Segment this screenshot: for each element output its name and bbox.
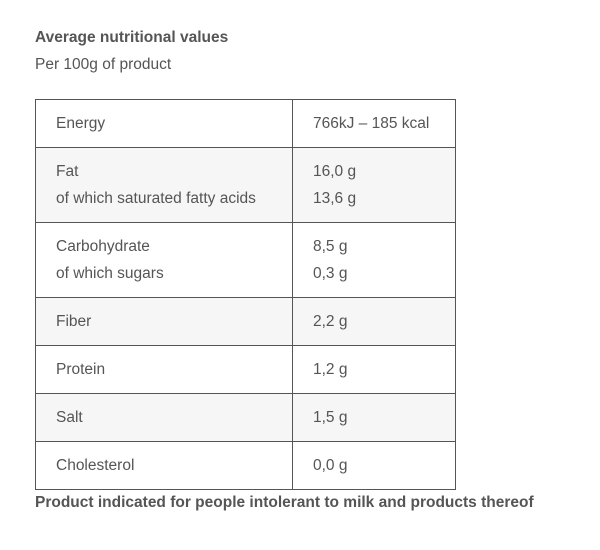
nutrient-value-cell: 1,2 g [292,345,456,394]
nutrient-value: 8,5 g [313,238,348,255]
nutrient-label: Salt [56,409,83,426]
nutrient-value: 766kJ – 185 kcal [313,115,430,132]
nutrient-value-cell: 1,5 g [292,393,456,442]
nutrient-label-cell: Protein [35,345,293,394]
nutrition-subheading: Per 100g of product [35,56,172,73]
nutrient-label-cell: Carbohydrate of which sugars [35,222,293,298]
nutrient-value-cell: 16,0 g 13,6 g [292,147,456,223]
nutrition-heading: Average nutritional values [35,29,229,46]
nutrient-value: 1,2 g [313,361,348,378]
nutrient-value: 0,0 g [313,457,348,474]
table-row-fiber: Fiber 2,2 g [35,297,456,346]
table-row-carbohydrate: Carbohydrate of which sugars 8,5 g 0,3 g [35,222,456,298]
nutrient-label-cell: Cholesterol [35,441,293,490]
nutrient-label-cell: Energy [35,99,293,148]
nutrient-value-cell: 766kJ – 185 kcal [292,99,456,148]
lactose-intolerance-note: Product indicated for people intolerant … [35,494,534,511]
nutrient-subvalue: 13,6 g [313,190,357,207]
nutrient-value-cell: 8,5 g 0,3 g [292,222,456,298]
nutrient-value: 1,5 g [313,409,348,426]
nutrient-subvalue: 0,3 g [313,265,348,282]
nutrient-label: Energy [56,115,106,132]
table-row-fat: Fat of which saturated fatty acids 16,0 … [35,147,456,223]
nutrient-label-cell: Fiber [35,297,293,346]
nutrient-value: 2,2 g [313,313,348,330]
nutrient-value-cell: 2,2 g [292,297,456,346]
table-row-salt: Salt 1,5 g [35,393,456,442]
table-row-energy: Energy 766kJ – 185 kcal [35,99,456,148]
nutrient-label: Cholesterol [56,457,135,474]
nutrient-label: Protein [56,361,106,378]
nutrient-label: Fat [56,163,79,180]
nutrition-table: Energy 766kJ – 185 kcal Fat of which sat… [35,99,456,490]
nutrient-sublabel: of which saturated fatty acids [56,190,256,207]
nutrient-label-cell: Fat of which saturated fatty acids [35,147,293,223]
table-row-protein: Protein 1,2 g [35,345,456,394]
nutrient-value: 16,0 g [313,163,357,180]
nutrient-sublabel: of which sugars [56,265,164,282]
table-row-cholesterol: Cholesterol 0,0 g [35,441,456,490]
nutrient-label: Fiber [56,313,92,330]
nutrient-label: Carbohydrate [56,238,150,255]
nutrient-value-cell: 0,0 g [292,441,456,490]
nutrient-label-cell: Salt [35,393,293,442]
